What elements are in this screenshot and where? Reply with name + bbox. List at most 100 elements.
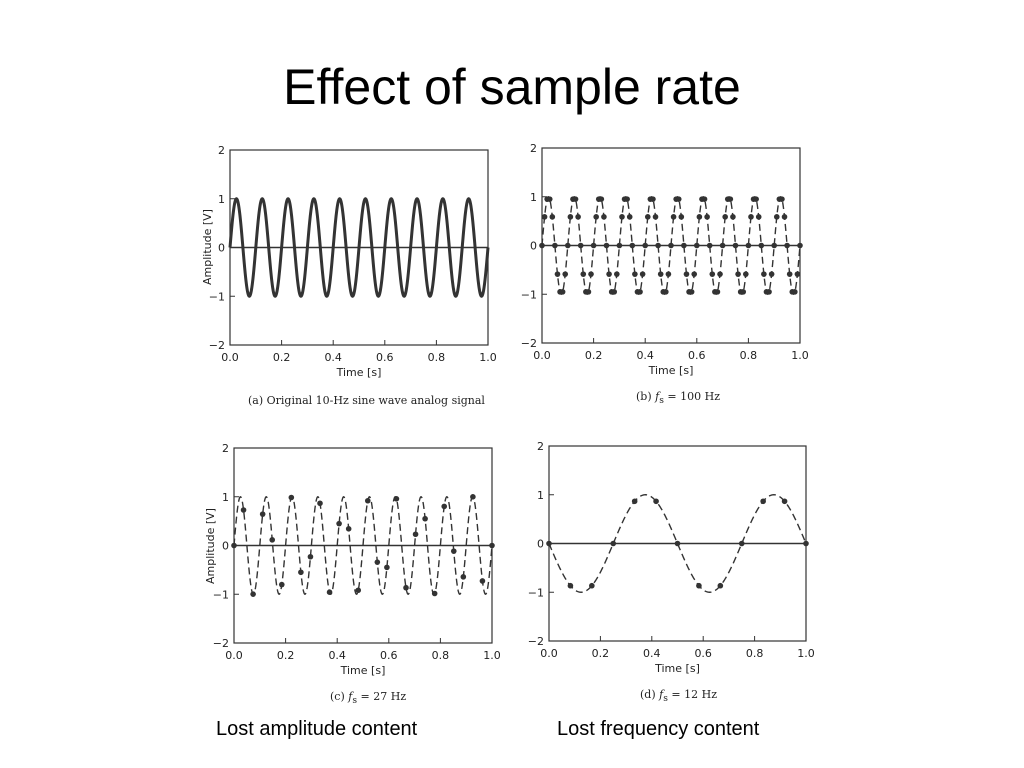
y-tick-label: 2	[530, 142, 537, 155]
sample-point	[717, 582, 724, 589]
x-axis-title: Time [s]	[648, 364, 694, 377]
sample-point	[663, 289, 669, 295]
sample-point	[657, 271, 664, 277]
sample-point	[422, 515, 428, 522]
x-tick-label: 0.2	[585, 349, 603, 362]
chart-panel-d: 2 1 0 −1 −20.0 0.2 0.4 0.6 0.8 1.0 Time [s]	[528, 440, 815, 675]
x-tick-label: 0.8	[432, 649, 450, 662]
sample-point	[431, 590, 438, 597]
y-tick-label: −2	[521, 337, 537, 350]
sample-point	[688, 289, 695, 295]
y-tick-label: 2	[218, 144, 225, 157]
sample-point	[598, 196, 605, 202]
sample-point	[489, 542, 495, 549]
sample-point	[259, 511, 266, 517]
y-tick-label: 2	[222, 442, 229, 455]
sample-point	[575, 214, 581, 220]
x-axis-title: Time [s]	[340, 664, 386, 677]
y-tick-label: 1	[530, 191, 537, 204]
x-tick-label: 0.6	[380, 649, 398, 662]
sample-point	[781, 498, 788, 505]
sample-point	[730, 214, 736, 220]
x-axis-title: Time [s]	[654, 662, 700, 675]
sample-point	[722, 214, 728, 220]
note-lost-amplitude: Lost amplitude content	[216, 718, 418, 740]
signal-line	[541, 195, 801, 296]
sample-point	[611, 289, 618, 295]
x-tick-label: 0.0	[225, 649, 243, 662]
sample-point	[753, 196, 759, 202]
y-tick-label: −1	[209, 290, 225, 303]
sample-point	[585, 289, 592, 295]
x-tick-label: 0.8	[746, 647, 764, 660]
sample-point	[665, 271, 672, 277]
note-lost-frequency: Lost frequency content	[557, 718, 760, 740]
x-tick-label: 0.4	[324, 351, 342, 364]
sample-point	[709, 271, 716, 277]
x-tick-label: 0.6	[688, 349, 706, 362]
sample-point	[743, 271, 749, 277]
sample-point	[755, 214, 762, 220]
sample-point	[603, 242, 610, 249]
sample-point	[580, 271, 587, 277]
sample-point	[655, 242, 661, 249]
sample-point	[470, 494, 476, 500]
sample-point	[393, 496, 400, 502]
sample-point	[403, 584, 409, 591]
sample-point	[674, 540, 681, 547]
sample-point	[588, 271, 594, 277]
sample-point	[681, 242, 687, 249]
y-axis-title: Amplitude [V]	[201, 209, 214, 285]
sample-point	[479, 578, 486, 584]
sample-point	[559, 289, 566, 295]
sample-point	[781, 214, 788, 220]
sample-point	[589, 582, 595, 589]
sample-point	[619, 214, 625, 220]
x-tick-label: 0.6	[694, 647, 712, 660]
x-tick-label: 1.0	[797, 647, 815, 660]
sample-point	[784, 242, 790, 249]
y-tick-label: 2	[537, 440, 544, 453]
sample-point	[554, 271, 561, 277]
sample-point	[240, 507, 247, 513]
sample-point	[567, 214, 574, 220]
sample-point	[632, 271, 638, 277]
y-tick-label: −1	[213, 588, 229, 601]
sample-point	[546, 540, 552, 547]
sample-point	[639, 271, 646, 277]
sample-point	[549, 214, 556, 220]
sample-point	[745, 242, 752, 249]
sample-point	[601, 214, 607, 220]
sample-point	[610, 540, 617, 547]
x-tick-label: 0.0	[221, 351, 239, 364]
sample-point	[614, 271, 620, 277]
sample-point	[577, 242, 584, 249]
sample-point	[773, 214, 780, 220]
sample-point	[678, 214, 685, 220]
y-tick-label: 1	[218, 193, 225, 206]
sample-point	[562, 271, 569, 277]
caption-b: (b) fs = 100 Hz	[636, 390, 720, 407]
sample-point	[761, 271, 767, 277]
x-tick-label: 0.4	[636, 349, 654, 362]
y-tick-label: 0	[218, 242, 225, 255]
x-tick-label: 0.8	[740, 349, 758, 362]
sample-point	[704, 214, 710, 220]
x-tick-label: 1.0	[483, 649, 501, 662]
sample-point	[675, 196, 682, 202]
sample-point	[231, 542, 237, 549]
sample-point	[642, 242, 648, 249]
signal-line	[228, 197, 490, 298]
sample-point	[748, 214, 754, 220]
sample-point	[631, 498, 638, 505]
sample-point	[653, 498, 659, 505]
sample-point	[740, 289, 747, 295]
sample-point	[727, 196, 734, 202]
signal-line	[233, 495, 493, 596]
x-tick-label: 0.8	[428, 351, 446, 364]
sample-point	[768, 271, 775, 277]
sample-point	[668, 242, 674, 249]
sample-point	[345, 526, 352, 532]
sample-point	[278, 581, 285, 588]
sample-point	[355, 587, 362, 594]
